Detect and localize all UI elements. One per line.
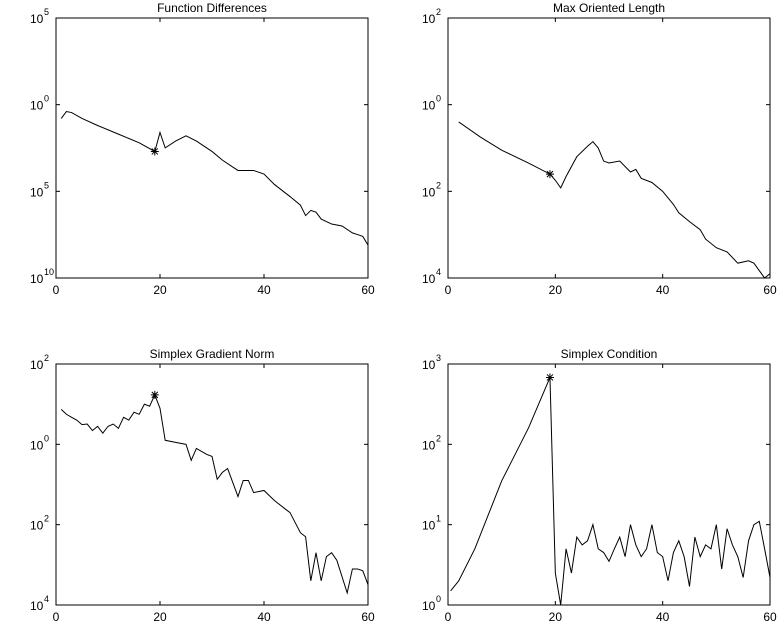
y-tick-exponent: 1 <box>436 514 441 524</box>
x-tick-label: 0 <box>53 283 60 297</box>
best-point-marker <box>150 390 159 399</box>
y-tick-exponent: 4 <box>44 594 49 604</box>
y-tick-label: 10 <box>30 519 44 533</box>
y-tick-exponent: 2 <box>436 7 441 17</box>
y-tick-label: 10 <box>30 438 44 452</box>
x-tick-label: 20 <box>153 610 167 624</box>
x-tick-label: 60 <box>763 283 777 297</box>
x-tick-label: 60 <box>763 610 777 624</box>
x-tick-label: 60 <box>361 610 375 624</box>
y-tick-label: 10 <box>422 519 436 533</box>
data-line <box>60 393 369 595</box>
y-tick-label: 10 <box>30 185 44 199</box>
axes-box <box>447 363 771 606</box>
chart-title: Function Differences <box>157 1 267 15</box>
best-point-marker <box>545 373 554 382</box>
y-tick-label: 10 <box>422 358 436 372</box>
best-point-marker <box>545 170 554 179</box>
y-tick-label: 10 <box>422 99 436 113</box>
y-tick-label: 10 <box>30 358 44 372</box>
y-tick-exponent: 3 <box>436 353 441 363</box>
y-tick-label: 10 <box>422 272 436 286</box>
best-point-marker <box>150 147 159 156</box>
y-tick-label: 10 <box>422 438 436 452</box>
chart-title: Max Oriented Length <box>553 1 665 15</box>
y-tick-exponent: 2 <box>436 433 441 443</box>
y-tick-exponent: 2 <box>436 180 441 190</box>
data-line <box>60 111 369 246</box>
chart-title: Simplex Condition <box>561 347 658 361</box>
y-tick-exponent: 5 <box>44 7 49 17</box>
x-tick-label: 0 <box>445 283 452 297</box>
y-tick-exponent: 2 <box>44 353 49 363</box>
axes-box <box>447 17 771 279</box>
y-tick-label: 10 <box>30 12 44 26</box>
x-tick-label: 40 <box>656 610 670 624</box>
y-tick-exponent: 0 <box>44 94 49 104</box>
y-tick-label: 10 <box>30 272 44 286</box>
axes-box <box>55 17 369 279</box>
axes-box <box>55 363 369 606</box>
y-tick-label: 10 <box>422 12 436 26</box>
x-tick-label: 20 <box>153 283 167 297</box>
y-tick-label: 10 <box>422 599 436 613</box>
y-tick-label: 10 <box>30 599 44 613</box>
x-tick-label: 20 <box>549 283 563 297</box>
y-tick-exponent: 4 <box>436 267 441 277</box>
y-tick-exponent: 0 <box>436 594 441 604</box>
x-tick-label: 40 <box>257 610 271 624</box>
y-tick-label: 10 <box>30 99 44 113</box>
y-tick-exponent: 0 <box>436 94 441 104</box>
y-tick-exponent: 10 <box>44 267 54 277</box>
x-tick-label: 20 <box>549 610 563 624</box>
x-tick-label: 40 <box>656 283 670 297</box>
data-line <box>450 377 771 606</box>
y-tick-exponent: 5 <box>44 180 49 190</box>
x-tick-label: 0 <box>445 610 452 624</box>
chart-title: Simplex Gradient Norm <box>150 347 275 361</box>
data-line <box>458 121 771 279</box>
x-tick-label: 0 <box>53 610 60 624</box>
y-tick-exponent: 0 <box>44 433 49 443</box>
x-tick-label: 40 <box>257 283 271 297</box>
y-tick-label: 10 <box>422 185 436 199</box>
x-tick-label: 60 <box>361 283 375 297</box>
y-tick-exponent: 2 <box>44 514 49 524</box>
